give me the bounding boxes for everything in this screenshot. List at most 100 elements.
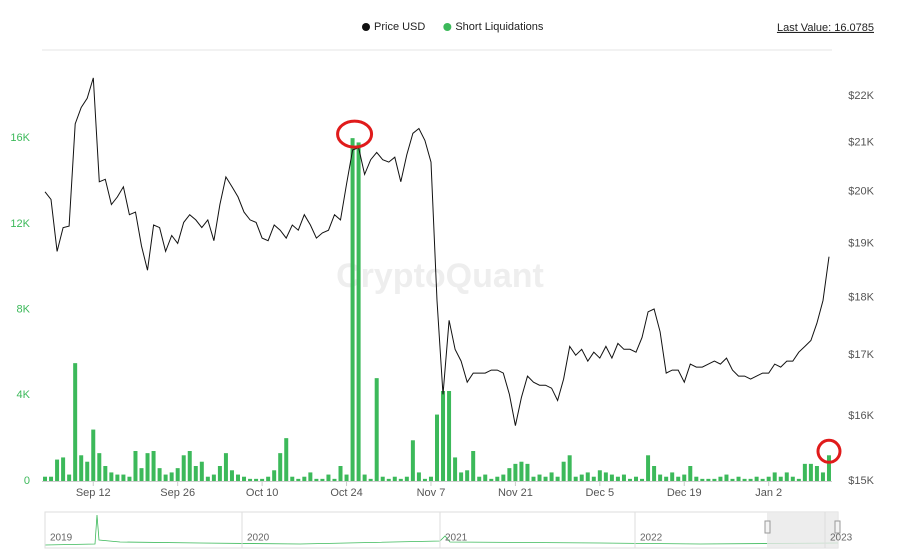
bar [133, 451, 138, 481]
bar [73, 363, 78, 481]
bar [808, 463, 813, 481]
bar [254, 478, 259, 481]
bar [302, 476, 307, 481]
bar [706, 478, 711, 481]
bar [242, 476, 247, 481]
bar [688, 466, 693, 481]
y-tick-label: 8K [17, 303, 31, 315]
bar [205, 476, 210, 481]
bar [121, 474, 126, 481]
legend-label: Short Liquidations [455, 21, 544, 33]
bar [163, 474, 168, 481]
x-tick-label: Jan 2 [755, 487, 782, 499]
bar [49, 476, 54, 481]
bar [109, 472, 114, 481]
y-tick-label: 4K [17, 389, 31, 401]
bar [356, 142, 361, 481]
bar [778, 476, 783, 481]
bar [145, 453, 150, 481]
bar [326, 474, 331, 481]
x-tick-label: Dec 19 [667, 487, 702, 499]
bar [374, 378, 379, 481]
bar [489, 478, 494, 481]
bar [634, 476, 639, 481]
bar [652, 466, 657, 481]
highlight-circle [816, 438, 842, 464]
bar [814, 466, 819, 481]
navigator-handle[interactable] [834, 520, 841, 534]
bar [477, 476, 482, 481]
bar [266, 476, 271, 481]
bar [103, 466, 108, 481]
bar [513, 463, 518, 481]
bar [742, 478, 747, 481]
bar [85, 461, 90, 481]
y2-tick-label: $17K [848, 349, 874, 361]
bar [187, 451, 192, 481]
bar [700, 478, 705, 481]
bar [435, 414, 439, 481]
bar [386, 478, 391, 481]
bar [712, 478, 717, 481]
x-tick-label: Sep 12 [76, 487, 111, 499]
y-tick-label: 16K [10, 132, 30, 144]
bar [694, 476, 699, 481]
x-tick-label: Nov 21 [498, 487, 533, 499]
bar [260, 478, 265, 481]
bar [338, 466, 343, 481]
navigator-label: 2021 [445, 533, 468, 544]
bar [290, 476, 295, 481]
bar [561, 461, 566, 481]
navigator-handle[interactable] [764, 520, 771, 534]
bar [483, 474, 488, 481]
bar [585, 472, 590, 481]
bar [127, 476, 132, 481]
bar [284, 438, 289, 481]
bar [151, 451, 156, 481]
bar [796, 478, 801, 481]
bar [193, 466, 198, 481]
x-tick-label: Nov 7 [417, 487, 446, 499]
bar [682, 474, 687, 481]
bar [621, 474, 626, 481]
bar [627, 478, 632, 481]
legend-label: Price USD [374, 21, 425, 33]
bar [223, 453, 228, 481]
bar [784, 472, 789, 481]
last-value-link[interactable]: Last Value: 16.0785 [777, 22, 874, 34]
bar [579, 474, 584, 481]
bar [217, 466, 222, 481]
bar [591, 476, 596, 481]
navigator-selection[interactable] [767, 512, 838, 548]
bar [248, 478, 253, 481]
bar [597, 470, 602, 481]
bar [603, 472, 608, 481]
bar [772, 472, 777, 481]
bar [736, 476, 741, 481]
y2-tick-label: $18K [848, 292, 874, 304]
bar [235, 474, 240, 481]
bar [724, 474, 729, 481]
bar [91, 429, 96, 481]
bar [410, 440, 415, 481]
bar [67, 474, 72, 481]
bar [296, 478, 301, 481]
x-tick-label: Dec 5 [585, 487, 614, 499]
legend-swatch [362, 23, 370, 31]
bar [820, 472, 825, 481]
bar [139, 468, 144, 481]
bar [549, 472, 554, 481]
bar [362, 474, 367, 481]
x-tick-label: Oct 24 [330, 487, 362, 499]
bar [344, 474, 349, 481]
bar [543, 476, 548, 481]
bar [320, 478, 325, 481]
bar [676, 476, 681, 481]
bar [350, 138, 355, 481]
bar [760, 478, 765, 481]
navigator-label: 2022 [640, 533, 663, 544]
bar [55, 459, 60, 481]
y2-tick-label: $20K [848, 186, 874, 198]
bar [422, 478, 427, 481]
bar [43, 476, 48, 481]
